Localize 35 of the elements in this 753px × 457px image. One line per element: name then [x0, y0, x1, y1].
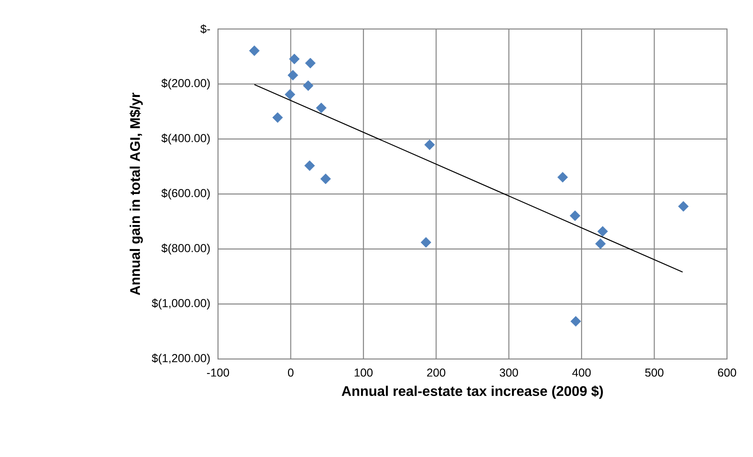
y-tick-label: $(800.00) [161, 244, 210, 254]
x-tick-label: 100 [354, 368, 373, 377]
point [678, 201, 689, 212]
point [284, 89, 296, 100]
point [420, 237, 432, 248]
point [570, 210, 580, 222]
x-axis-title: Annual real-estate tax increase (2009 $) [342, 386, 603, 399]
point [316, 102, 327, 114]
point [289, 54, 300, 64]
point [595, 238, 606, 250]
x-tick-label: 200 [427, 368, 446, 377]
point [272, 112, 283, 123]
point [320, 174, 331, 184]
x-tick-label: 400 [572, 368, 591, 377]
point [302, 80, 314, 91]
y-tick-label: $(400.00) [161, 134, 210, 144]
point [557, 172, 568, 183]
point [249, 45, 260, 56]
y-tick-label: $- [200, 24, 210, 34]
point [305, 58, 316, 68]
x-tick-label: 500 [645, 368, 664, 377]
point [288, 70, 298, 80]
x-tick-label: 600 [718, 368, 736, 377]
x-tick-label: -100 [207, 368, 230, 377]
y-axis-title: Annual gain in total AGI, M$/yr [129, 92, 143, 296]
y-tick-label: $(1,000.00) [152, 298, 210, 310]
point [597, 226, 608, 237]
x-tick-label: 300 [500, 368, 518, 377]
y-tick-label: $(1,200.00) [152, 354, 210, 364]
point [424, 139, 435, 150]
y-tick-label: $(600.00) [161, 188, 210, 200]
x-tick-label: 0 [288, 368, 294, 377]
y-tick-label: $(200.00) [161, 78, 210, 90]
point [570, 316, 582, 327]
point [304, 160, 315, 171]
